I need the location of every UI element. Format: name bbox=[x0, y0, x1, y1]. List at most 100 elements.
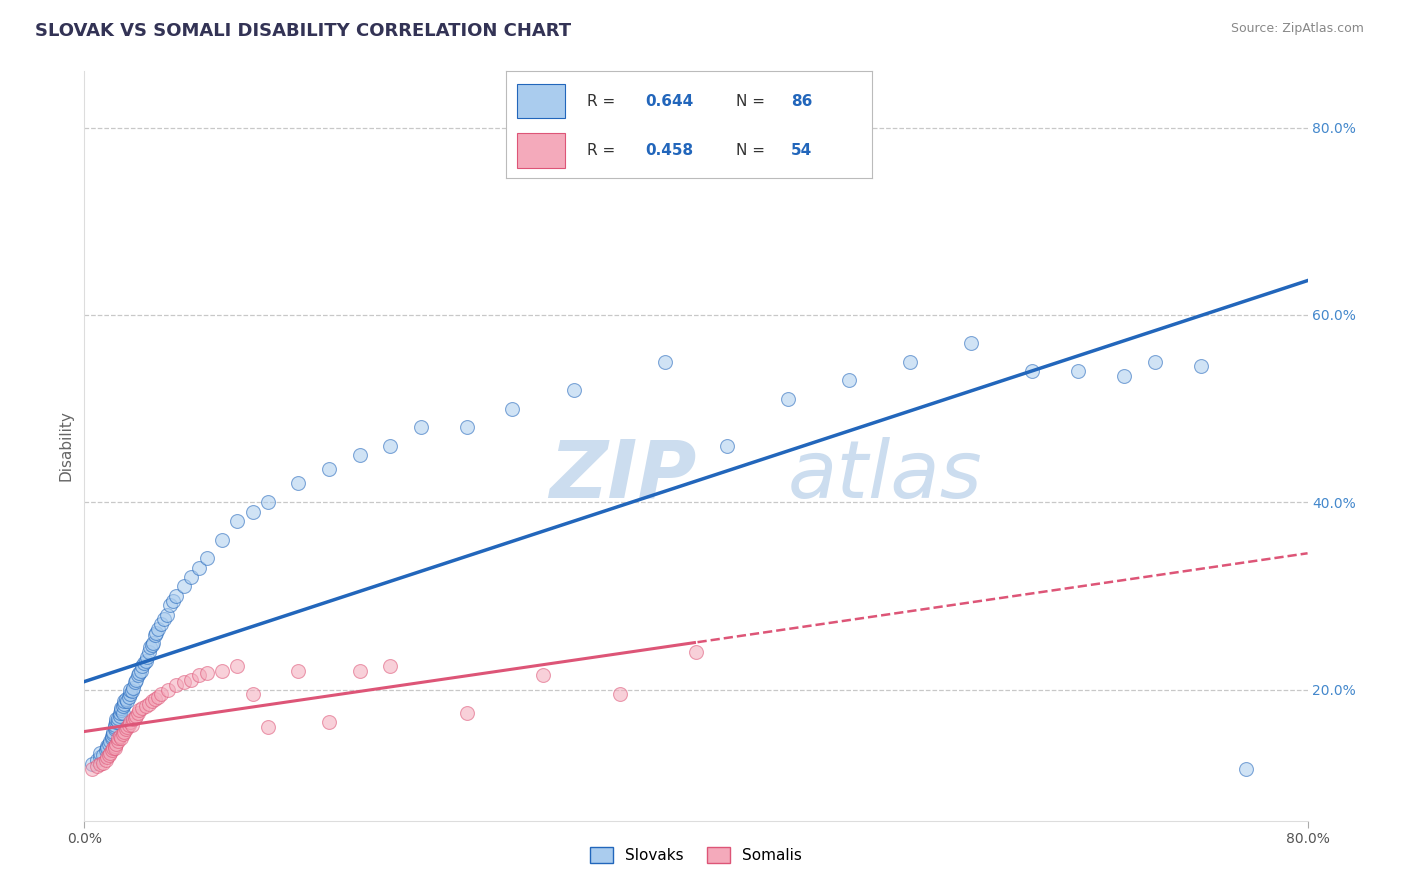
Point bbox=[162, 593, 184, 607]
Point bbox=[104, 740, 127, 755]
Point bbox=[1114, 368, 1136, 383]
Point bbox=[257, 495, 280, 509]
Point bbox=[103, 724, 125, 739]
Point bbox=[96, 750, 118, 764]
Point bbox=[98, 746, 121, 760]
Text: N =: N = bbox=[737, 94, 770, 109]
Point bbox=[138, 645, 160, 659]
Point bbox=[531, 668, 554, 682]
Point bbox=[108, 730, 131, 744]
Point bbox=[242, 687, 264, 701]
Point bbox=[135, 699, 157, 714]
Point bbox=[101, 743, 124, 757]
Point bbox=[456, 420, 478, 434]
Point bbox=[1021, 364, 1043, 378]
Point bbox=[409, 420, 432, 434]
Point bbox=[180, 673, 202, 688]
Point bbox=[1067, 364, 1090, 378]
Point bbox=[318, 462, 340, 476]
Point bbox=[98, 734, 121, 748]
Point bbox=[124, 710, 146, 724]
Point bbox=[380, 439, 402, 453]
FancyBboxPatch shape bbox=[517, 84, 565, 119]
Point bbox=[188, 668, 211, 682]
Point bbox=[960, 336, 983, 351]
Point bbox=[609, 687, 631, 701]
Point bbox=[89, 746, 111, 760]
Point bbox=[195, 665, 218, 680]
Point bbox=[124, 675, 146, 690]
Point bbox=[188, 561, 211, 575]
Point bbox=[149, 617, 172, 632]
Point bbox=[120, 715, 142, 730]
Point bbox=[146, 690, 169, 704]
Point bbox=[89, 757, 111, 772]
Point bbox=[128, 703, 150, 717]
Point bbox=[139, 640, 162, 655]
Text: atlas: atlas bbox=[787, 437, 983, 515]
Point bbox=[112, 724, 135, 739]
Point bbox=[132, 657, 155, 671]
Point bbox=[115, 694, 138, 708]
Point bbox=[112, 694, 135, 708]
Text: SLOVAK VS SOMALI DISABILITY CORRELATION CHART: SLOVAK VS SOMALI DISABILITY CORRELATION … bbox=[35, 22, 571, 40]
Point bbox=[105, 737, 128, 751]
Point bbox=[1236, 762, 1258, 776]
Point bbox=[112, 697, 135, 711]
Point bbox=[141, 694, 163, 708]
Point bbox=[107, 731, 129, 746]
Point bbox=[135, 655, 157, 669]
Point bbox=[257, 720, 280, 734]
Point bbox=[80, 762, 103, 776]
Point bbox=[1143, 355, 1166, 369]
Point bbox=[86, 759, 108, 773]
Point bbox=[94, 753, 117, 767]
Point bbox=[121, 718, 143, 732]
Point bbox=[97, 737, 120, 751]
Point bbox=[108, 706, 131, 720]
Point bbox=[80, 757, 103, 772]
Point bbox=[456, 706, 478, 720]
Point bbox=[131, 701, 153, 715]
Text: 54: 54 bbox=[792, 143, 813, 158]
Point bbox=[129, 664, 152, 678]
Point bbox=[145, 626, 167, 640]
Point bbox=[143, 692, 166, 706]
Point bbox=[195, 551, 218, 566]
Text: 0.644: 0.644 bbox=[645, 94, 693, 109]
Point bbox=[103, 740, 125, 755]
Point bbox=[131, 659, 153, 673]
Point bbox=[104, 722, 127, 736]
Text: 86: 86 bbox=[792, 94, 813, 109]
Y-axis label: Disability: Disability bbox=[58, 410, 73, 482]
Point bbox=[122, 713, 145, 727]
Point bbox=[287, 476, 309, 491]
Point bbox=[562, 383, 585, 397]
Point bbox=[118, 718, 141, 732]
Point bbox=[685, 645, 707, 659]
Point bbox=[776, 392, 799, 407]
Point bbox=[107, 715, 129, 730]
Point bbox=[111, 699, 134, 714]
Point bbox=[211, 533, 233, 547]
Point bbox=[111, 706, 134, 720]
Point bbox=[105, 713, 128, 727]
Text: ZIP: ZIP bbox=[550, 437, 696, 515]
Point bbox=[380, 659, 402, 673]
Point bbox=[101, 731, 124, 746]
Point bbox=[110, 701, 132, 715]
Point bbox=[86, 753, 108, 767]
Point bbox=[173, 675, 195, 690]
Point bbox=[318, 715, 340, 730]
Point bbox=[226, 659, 249, 673]
Point bbox=[120, 682, 142, 697]
Point bbox=[1189, 359, 1212, 374]
Point bbox=[111, 727, 134, 741]
Point bbox=[101, 730, 124, 744]
Text: N =: N = bbox=[737, 143, 770, 158]
Point bbox=[97, 747, 120, 762]
Text: 0.458: 0.458 bbox=[645, 143, 693, 158]
Point bbox=[89, 750, 111, 764]
Point bbox=[898, 355, 921, 369]
Point bbox=[502, 401, 524, 416]
